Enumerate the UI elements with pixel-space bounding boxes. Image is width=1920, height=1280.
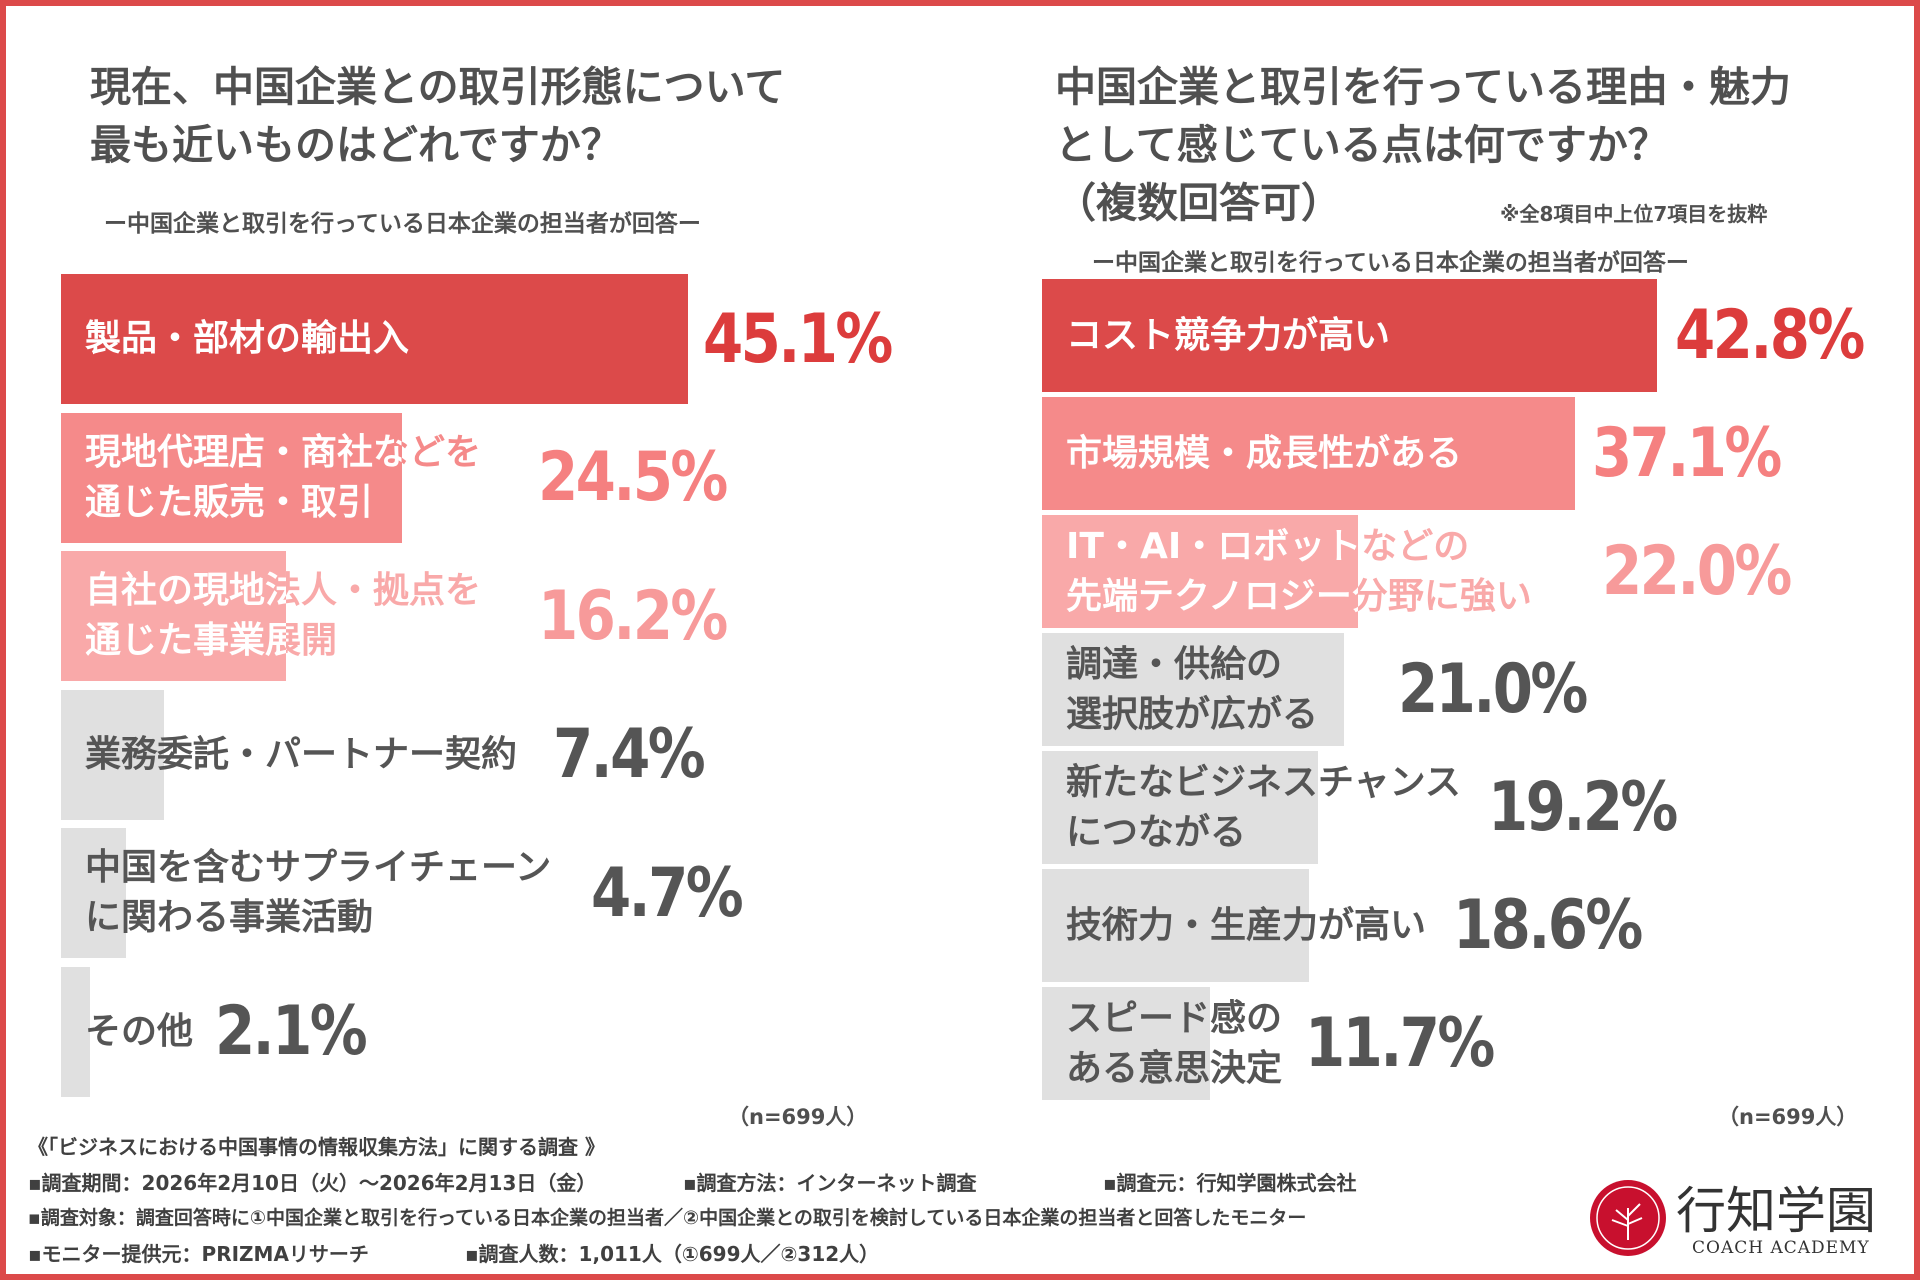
- footer-org: ▪調査元：行知学園株式会社: [1103, 1171, 1357, 1195]
- bar: [1042, 279, 1658, 392]
- bar: [1042, 633, 1344, 746]
- footer-provider: ▪モニター提供元：PRIZMAリサーチ: [28, 1242, 369, 1266]
- bar-label: コスト競争力が高い: [1066, 279, 1390, 392]
- bar-label: 現地代理店・商社などを 通じた販売・取引: [85, 413, 481, 543]
- footer-target: ▪調査対象：調査回答時に①中国企業と取引を行っている日本企業の担当者／②中国企業…: [28, 1207, 1307, 1229]
- value-label: 22.0%: [1602, 532, 1792, 611]
- company-logo: 行知学園 COACH ACADEMY: [1588, 1178, 1898, 1262]
- bar-label: 新たなビジネスチャンス につながる: [1066, 761, 1461, 853]
- bar-label: 技術力・生産力が高い: [1066, 904, 1427, 946]
- left-chart-subtitle: ー中国企業と取引を行っている日本企業の担当者が回答ー: [104, 211, 701, 237]
- bar-label: 製品・部材の輸出入: [85, 274, 409, 404]
- value-label: 4.7%: [591, 853, 744, 933]
- value-label: 45.1%: [703, 299, 893, 379]
- bar: [1042, 397, 1576, 510]
- right-chart-subtitle: ー中国企業と取引を行っている日本企業の担当者が回答ー: [1092, 250, 1689, 276]
- bar-label: 中国を含むサプライチェーン に関わる事業活動: [85, 847, 552, 938]
- logo-subtext: COACH ACADEMY: [1692, 1238, 1870, 1258]
- value-label: 16.2%: [538, 576, 728, 656]
- bar: [61, 828, 127, 958]
- footer-count: ▪調査人数：1,011人（①699人／②312人）: [465, 1242, 880, 1266]
- right-sample-size: （n=699人）: [1718, 1105, 1858, 1129]
- bar: [61, 689, 164, 820]
- value-label: 11.7%: [1305, 1004, 1495, 1083]
- bar-label: 調達・供給の 選択肢が広がる: [1066, 643, 1319, 735]
- bar-label: IT・AI・ロボットなどの 先端テクノロジー分野に強い: [1066, 515, 1532, 628]
- bar: [61, 412, 402, 543]
- bar: [61, 274, 688, 404]
- bar: [61, 551, 287, 681]
- right-chart-title: 中国企業と取引を行っている理由・魅力 として感じている点は何ですか？ （複数回答…: [1055, 63, 1791, 227]
- footer-method: ▪調査方法：インターネット調査: [683, 1171, 977, 1195]
- bar: [1042, 751, 1318, 864]
- bar: [1042, 987, 1211, 1100]
- right-chart-note: ※全8項目中上位7項目を抜粋: [1500, 202, 1768, 226]
- left-chart-title: 現在、中国企業との取引形態について 最も近いものはどれですか？: [90, 63, 786, 169]
- bar-label: その他: [85, 1010, 194, 1052]
- value-label: 19.2%: [1488, 768, 1678, 847]
- value-label: 42.8%: [1675, 296, 1865, 375]
- value-label: 37.1%: [1592, 414, 1782, 493]
- footer-period: ▪調査期間：2026年2月10日（火）～2026年2月13日（金）: [28, 1171, 597, 1195]
- bar: [1042, 869, 1310, 982]
- value-label: 18.6%: [1453, 886, 1643, 965]
- value-label: 21.0%: [1398, 650, 1588, 729]
- bar-label: スピード感の ある意思決定: [1066, 997, 1283, 1089]
- footer-survey-title: 《「ビジネスにおける中国事情の情報収集方法」に関する調査 》: [28, 1135, 605, 1159]
- bar: [61, 966, 91, 1097]
- value-label: 24.5%: [538, 438, 728, 517]
- value-label: 2.1%: [215, 992, 368, 1071]
- bar-label: 業務委託・パートナー契約: [85, 733, 518, 775]
- value-label: 7.4%: [553, 715, 706, 794]
- bar-label: 自社の現地法人・拠点を 通じた事業展開: [85, 551, 481, 681]
- logo-text: 行知学園: [1676, 1182, 1876, 1240]
- bar-label: 市場規模・成長性がある: [1066, 397, 1462, 510]
- bar: [1042, 515, 1359, 628]
- left-sample-size: （n=699人）: [728, 1105, 868, 1129]
